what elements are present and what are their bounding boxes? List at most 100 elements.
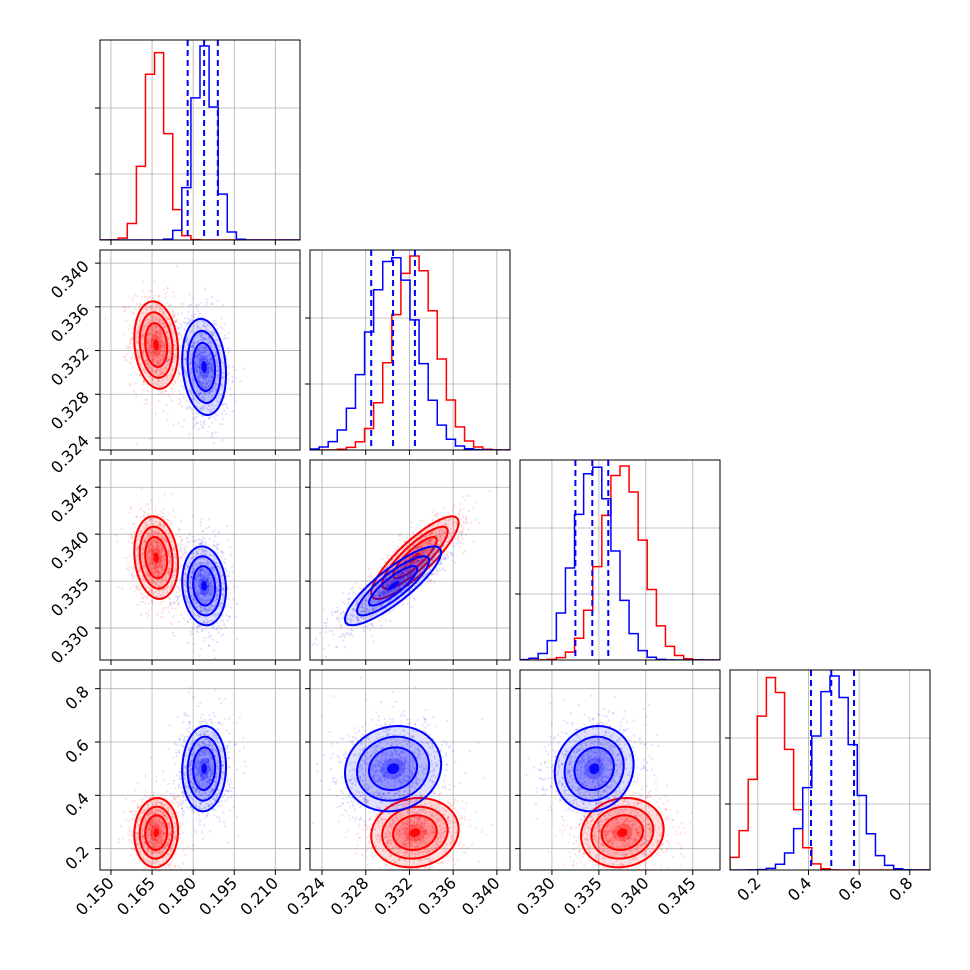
- scatter-point: [150, 577, 153, 580]
- panel-content: [100, 40, 300, 240]
- scatter-point: [154, 548, 157, 551]
- scatter-point: [157, 545, 160, 549]
- scatter-point: [432, 572, 435, 576]
- scatter-point: [418, 571, 422, 574]
- scatter-point: [206, 382, 209, 385]
- scatter-point: [185, 595, 188, 598]
- scatter-point: [197, 548, 200, 551]
- scatter-point: [419, 519, 422, 522]
- scatter-point: [187, 565, 190, 569]
- scatter-point: [209, 365, 212, 368]
- scatter-point: [386, 593, 389, 596]
- scatter-point: [404, 540, 407, 543]
- scatter-point: [207, 391, 210, 394]
- scatter-point: [411, 531, 415, 534]
- scatter-point: [200, 530, 204, 533]
- scatter-point: [186, 336, 190, 339]
- scatter-point: [153, 568, 156, 571]
- scatter-point: [174, 354, 177, 357]
- scatter-point: [137, 326, 140, 329]
- scatter-point: [156, 541, 159, 544]
- scatter-point: [202, 346, 205, 349]
- scatter-point: [191, 394, 194, 398]
- scatter-point: [157, 392, 160, 396]
- scatter-point: [199, 578, 202, 581]
- scatter-point: [198, 370, 201, 373]
- scatter-point: [126, 359, 129, 362]
- scatter-point: [159, 380, 162, 383]
- scatter-point: [210, 594, 213, 597]
- scatter-point: [339, 613, 342, 616]
- scatter-point: [207, 608, 211, 611]
- scatter-point: [203, 325, 206, 328]
- scatter-point: [224, 557, 227, 561]
- scatter-point: [168, 596, 171, 599]
- scatter-point: [159, 567, 162, 571]
- scatter-point: [452, 528, 455, 532]
- scatter-point: [162, 523, 165, 526]
- scatter-point: [202, 405, 206, 408]
- scatter-point: [383, 561, 386, 564]
- scatter-point: [155, 572, 158, 575]
- scatter-point: [161, 557, 164, 560]
- scatter-point: [169, 323, 172, 326]
- scatter-point: [183, 549, 186, 552]
- scatter-point: [429, 578, 433, 581]
- scatter-point: [206, 562, 209, 565]
- scatter-point: [189, 345, 193, 349]
- scatter-point: [401, 578, 404, 581]
- scatter-point: [397, 586, 401, 589]
- scatter-point: [208, 619, 211, 623]
- scatter-point: [383, 578, 386, 581]
- scatter-point: [215, 598, 219, 601]
- scatter-point: [189, 364, 192, 367]
- scatter-point: [159, 548, 163, 551]
- scatter-point: [159, 385, 162, 388]
- scatter-point: [209, 410, 213, 413]
- scatter-point: [163, 348, 166, 351]
- scatter-point: [437, 539, 441, 542]
- scatter-point: [227, 575, 230, 578]
- scatter-point: [423, 535, 426, 538]
- scatter-point: [155, 569, 159, 572]
- scatter-point: [138, 374, 141, 377]
- scatter-point: [209, 389, 213, 393]
- scatter-point: [209, 360, 212, 364]
- scatter-point: [221, 327, 224, 330]
- scatter-point: [151, 352, 154, 355]
- scatter-point: [422, 553, 425, 556]
- scatter-point: [151, 578, 154, 581]
- scatter-point: [189, 390, 193, 393]
- scatter-point: [188, 304, 191, 307]
- scatter-point: [210, 592, 213, 595]
- scatter-point: [213, 385, 217, 388]
- scatter-point: [149, 542, 152, 545]
- scatter-point: [343, 646, 346, 649]
- scatter-point: [135, 349, 138, 352]
- scatter-point: [168, 560, 171, 563]
- scatter-point: [201, 542, 204, 545]
- scatter-point: [198, 655, 201, 658]
- scatter-point: [384, 596, 387, 600]
- scatter-point: [200, 575, 204, 578]
- scatter-point: [184, 551, 188, 554]
- scatter-point: [452, 521, 455, 524]
- scatter-point: [459, 502, 462, 505]
- scatter-point: [206, 363, 209, 366]
- scatter-point: [155, 562, 158, 565]
- scatter-point: [128, 384, 131, 387]
- scatter-point: [188, 362, 192, 365]
- hist-series-0: [100, 51, 300, 240]
- scatter-point: [160, 580, 164, 583]
- scatter-point: [150, 569, 153, 573]
- scatter-point: [217, 625, 220, 628]
- scatter-point: [151, 354, 154, 357]
- scatter-point: [207, 417, 210, 420]
- scatter-point: [189, 372, 192, 375]
- scatter-point: [155, 533, 158, 536]
- scatter-point: [150, 549, 153, 552]
- scatter-point: [426, 542, 430, 545]
- scatter-point: [148, 375, 152, 378]
- scatter-point: [163, 588, 166, 591]
- scatter-point: [207, 366, 210, 369]
